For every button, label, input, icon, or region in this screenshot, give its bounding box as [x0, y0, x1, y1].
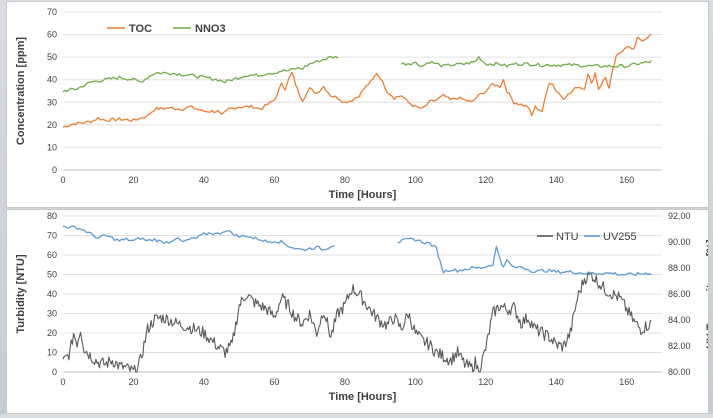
- y-axis-title: Concentration [ppm]: [15, 37, 27, 145]
- y-tick-label: 20: [47, 120, 57, 130]
- y-tick-label: 0: [52, 165, 57, 175]
- legend-label-uv255: UV255: [603, 231, 637, 243]
- y-tick-label: 30: [47, 97, 57, 107]
- y-tick-label: 10: [47, 142, 57, 152]
- series-line-toc: [62, 33, 652, 128]
- x-tick-label: 120: [478, 377, 493, 387]
- y-tick-label: 60: [47, 250, 57, 260]
- series-line-uv255: [62, 225, 335, 252]
- x-tick-label: 0: [60, 377, 65, 387]
- x-tick-label: 40: [199, 175, 209, 185]
- y-tick-label: 10: [47, 348, 57, 358]
- series-line-nno3: [400, 56, 652, 69]
- x-tick-label: 20: [128, 175, 138, 185]
- y-tick-label: 80: [47, 211, 57, 221]
- y-axis-title: Turbidity [NTU]: [15, 254, 27, 334]
- series-line-ntu: [62, 271, 652, 373]
- x-tick-label: 20: [128, 377, 138, 387]
- y-tick-label: 50: [47, 270, 57, 280]
- legend-label-toc: TOC: [129, 23, 152, 35]
- y-tick-label: 30: [47, 309, 57, 319]
- x-tick-label: 40: [199, 377, 209, 387]
- y-tick-label: 70: [47, 7, 57, 17]
- x-tick-label: 120: [478, 175, 493, 185]
- y2-tick-label: 90.00: [668, 237, 691, 247]
- x-tick-label: 80: [340, 377, 350, 387]
- turbidity-uv-chart: 0 10 20 30 40 50 60 70 80 0 20 40 60 80 100 120 140 160 80…: [15, 211, 713, 403]
- chart-panel-turbidity-uv: 0 10 20 30 40 50 60 70 80 0 20 40 60 80 100 120 140 160 80…: [6, 209, 713, 414]
- legend-label-ntu: NTU: [556, 231, 579, 243]
- x-tick-label: 80: [340, 175, 350, 185]
- y2-tick-label: 92.00: [668, 211, 691, 221]
- series-line-uv255: [397, 237, 652, 277]
- x-tick-label: 140: [549, 377, 564, 387]
- y-tick-label: 20: [47, 328, 57, 338]
- x-tick-label: 60: [269, 377, 279, 387]
- chart-panel-concentration: 0 10 20 30 40 50 60 70 0 20 40 60 80 100 120 140 160 Time…: [6, 1, 709, 208]
- y-tick-label: 0: [52, 367, 57, 377]
- y2-tick-label: 84.00: [668, 315, 691, 325]
- y2-tick-label: 88.00: [668, 263, 691, 273]
- x-tick-label: 100: [408, 377, 423, 387]
- y-tick-label: 60: [47, 30, 57, 40]
- y-tick-label: 40: [47, 75, 57, 85]
- y2-axis-title: UV Transmitance [%]: [705, 239, 708, 349]
- concentration-chart: 0 10 20 30 40 50 60 70 0 20 40 60 80 100 120 140 160 Time…: [15, 7, 662, 201]
- legend-label-nno3: NNO3: [195, 23, 226, 35]
- y2-tick-label: 86.00: [668, 289, 691, 299]
- x-tick-label: 60: [269, 175, 279, 185]
- x-tick-label: 160: [619, 377, 634, 387]
- y2-tick-label: 80.00: [668, 367, 691, 377]
- x-tick-label: 100: [408, 175, 423, 185]
- x-axis-title: Time [Hours]: [329, 189, 397, 201]
- y-tick-label: 50: [47, 52, 57, 62]
- y2-tick-label: 82.00: [668, 341, 691, 351]
- series-line-nno3: [62, 55, 339, 93]
- y-tick-label: 40: [47, 289, 57, 299]
- x-tick-label: 140: [549, 175, 564, 185]
- y-tick-label: 70: [47, 231, 57, 241]
- x-axis-title: Time [Hours]: [329, 391, 397, 403]
- x-tick-label: 160: [619, 175, 634, 185]
- x-tick-label: 0: [60, 175, 65, 185]
